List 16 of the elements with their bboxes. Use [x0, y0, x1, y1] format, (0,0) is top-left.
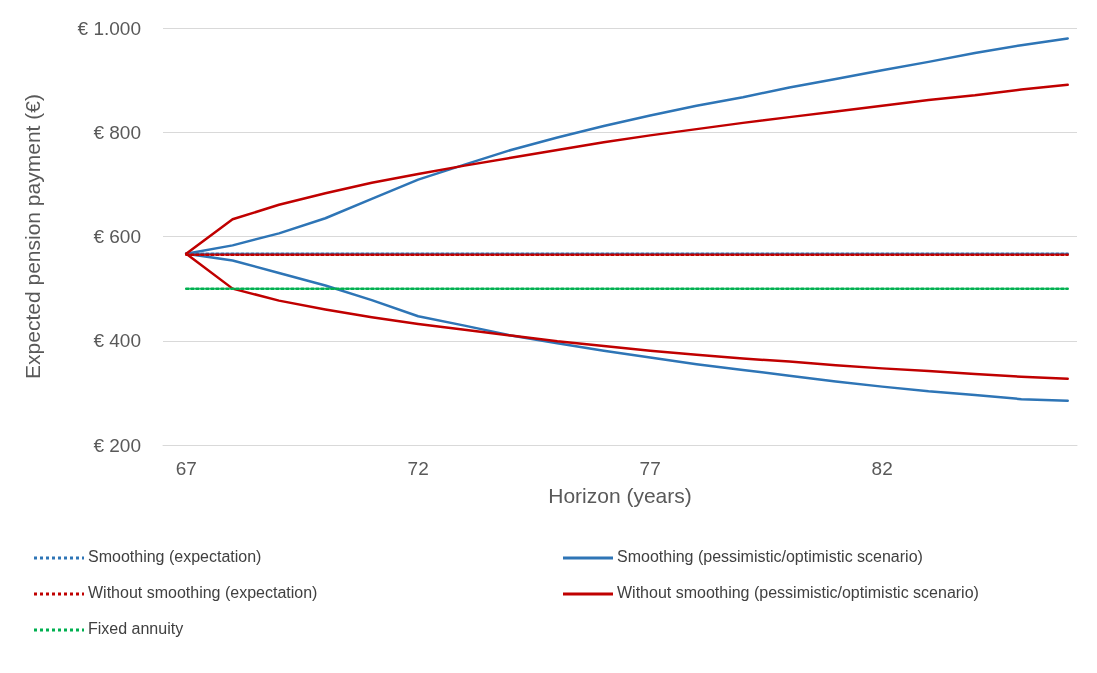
legend-label: Without smoothing (pessimistic/optimistic scenario) — [617, 583, 979, 601]
y-axis-title: Expected pension payment (€) — [21, 94, 44, 379]
x-tick-label: 67 — [175, 458, 197, 479]
x-tick-label: 82 — [871, 458, 893, 479]
x-axis-title: Horizon (years) — [548, 484, 692, 507]
legend-label: Smoothing (pessimistic/optimistic scenario) — [617, 547, 923, 565]
legend-label: Without smoothing (expectation) — [88, 583, 318, 601]
legend-label: Smoothing (expectation) — [88, 547, 262, 565]
x-tick-label: 77 — [639, 458, 661, 479]
y-tick-label: € 200 — [93, 434, 141, 456]
y-tick-label: € 400 — [93, 330, 141, 352]
legend-label: Fixed annuity — [88, 619, 184, 637]
x-tick-label: 72 — [407, 458, 429, 479]
y-tick-label: € 800 — [93, 121, 141, 143]
y-tick-label: € 600 — [93, 226, 141, 247]
y-tick-label: € 1.000 — [77, 17, 141, 39]
